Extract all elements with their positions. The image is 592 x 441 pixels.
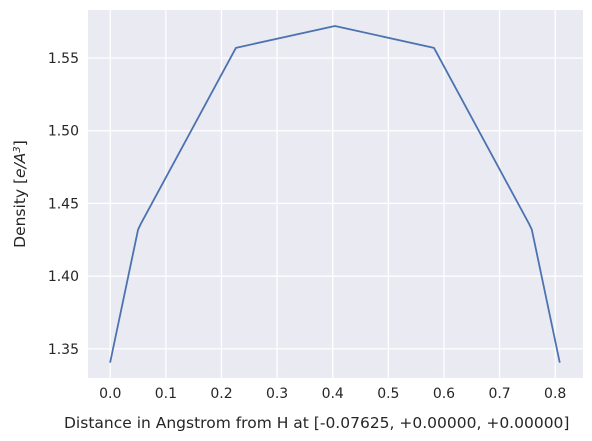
density-series-line bbox=[109, 25, 561, 363]
x-tick-label: 0.4 bbox=[322, 386, 344, 402]
y-axis-label-unit: e/A bbox=[11, 153, 29, 178]
y-tick-label: 1.50 bbox=[48, 124, 79, 140]
y-axis-label: Density [e/A3] bbox=[11, 140, 29, 248]
y-tick-label: 1.55 bbox=[48, 51, 79, 67]
y-axis-label-exponent: 3 bbox=[12, 146, 23, 152]
x-tick-label: 0.0 bbox=[99, 386, 121, 402]
x-tick-label: 0.3 bbox=[266, 386, 288, 402]
y-tick-label: 1.40 bbox=[48, 269, 79, 285]
y-tick-label: 1.35 bbox=[48, 342, 79, 358]
plot-background bbox=[88, 10, 583, 378]
grid-lines bbox=[88, 10, 583, 378]
series-layer bbox=[109, 25, 561, 363]
x-axis-label: Distance in Angstrom from H at [-0.07625… bbox=[64, 414, 569, 432]
x-tick-label: 0.6 bbox=[433, 386, 455, 402]
x-tick-label: 0.2 bbox=[210, 386, 232, 402]
y-tick-labels: 1.35 1.40 1.45 1.50 1.55 bbox=[48, 51, 79, 358]
x-tick-label: 0.5 bbox=[377, 386, 399, 402]
x-tick-label: 0.8 bbox=[544, 386, 566, 402]
y-axis-label-suffix: ] bbox=[11, 140, 29, 146]
y-tick-label: 1.45 bbox=[48, 196, 79, 212]
x-tick-label: 0.7 bbox=[488, 386, 510, 402]
x-tick-labels: 0.0 0.1 0.2 0.3 0.4 0.5 0.6 0.7 0.8 bbox=[99, 386, 566, 402]
x-tick-label: 0.1 bbox=[155, 386, 177, 402]
y-axis-label-prefix: Density [ bbox=[11, 178, 29, 248]
